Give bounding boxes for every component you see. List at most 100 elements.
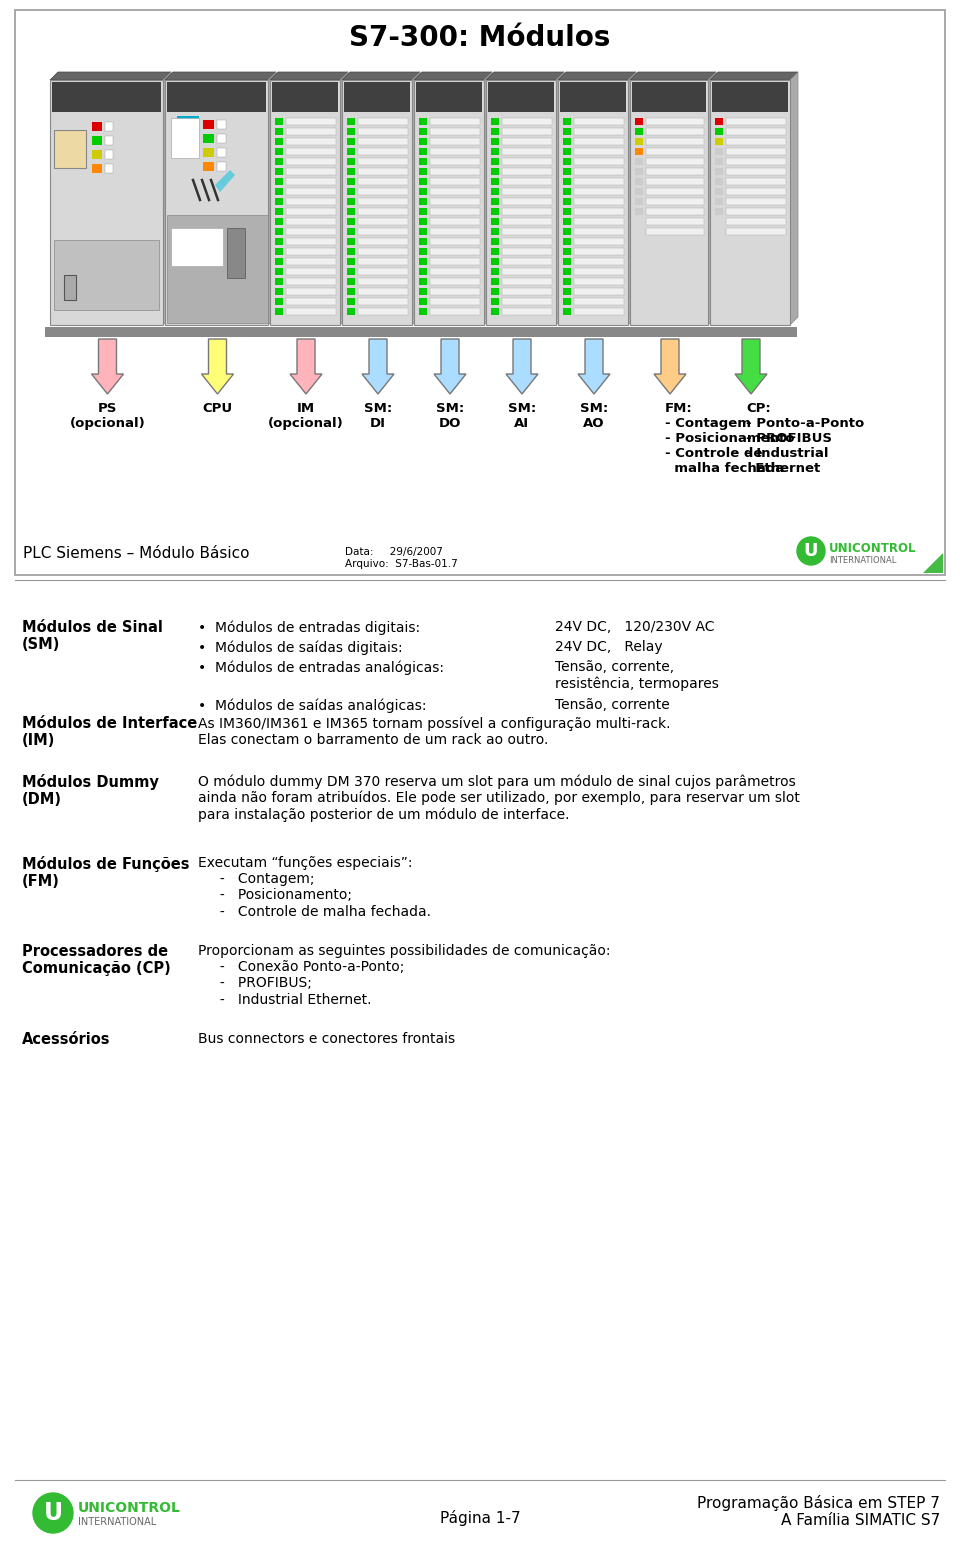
Bar <box>715 188 723 195</box>
FancyArrow shape <box>654 339 686 394</box>
Bar <box>491 308 499 315</box>
Bar <box>646 177 704 185</box>
Bar <box>430 308 480 315</box>
Bar <box>491 157 499 165</box>
Bar <box>358 148 408 156</box>
Bar <box>419 198 427 206</box>
Text: 24V DC,   Relay: 24V DC, Relay <box>555 640 662 654</box>
Text: •  Módulos de saídas digitais:: • Módulos de saídas digitais: <box>198 640 402 654</box>
Bar <box>563 168 571 174</box>
Bar <box>491 248 499 255</box>
Bar <box>347 157 355 165</box>
Bar <box>286 238 336 244</box>
Bar <box>419 177 427 185</box>
Bar <box>502 118 552 125</box>
Bar <box>270 79 340 325</box>
Bar <box>558 79 628 325</box>
Text: Executam “funções especiais”:
     -   Contagem;
     -   Posicionamento;
     -: Executam “funções especiais”: - Contagem… <box>198 856 431 919</box>
Bar <box>715 168 723 174</box>
Bar <box>430 268 480 276</box>
Bar <box>347 279 355 285</box>
Text: Tensão, corrente: Tensão, corrente <box>555 698 670 712</box>
Bar <box>286 308 336 315</box>
Bar <box>167 215 268 322</box>
Bar <box>358 248 408 255</box>
Bar <box>563 268 571 276</box>
Bar <box>344 83 410 112</box>
Bar <box>726 139 786 145</box>
Bar <box>635 188 643 195</box>
Bar <box>15 9 945 575</box>
Text: Módulos Dummy
(DM): Módulos Dummy (DM) <box>22 774 158 808</box>
Text: CP:
- Ponto-a-Ponto
- PROFIBUS
- Industrial
  Ethernet: CP: - Ponto-a-Ponto - PROFIBUS - Industr… <box>746 402 864 475</box>
Bar <box>419 157 427 165</box>
Text: •  Módulos de entradas digitais:: • Módulos de entradas digitais: <box>198 620 420 635</box>
Bar <box>92 163 102 173</box>
Bar <box>286 168 336 174</box>
Bar <box>275 279 283 285</box>
Bar <box>726 198 786 206</box>
Bar <box>726 128 786 135</box>
Bar <box>419 128 427 135</box>
Text: Página 1-7: Página 1-7 <box>440 1510 520 1526</box>
Bar <box>574 308 624 315</box>
Bar <box>502 297 552 305</box>
Bar <box>502 188 552 195</box>
Text: PLC Siemens – Módulo Básico: PLC Siemens – Módulo Básico <box>23 545 250 561</box>
Bar <box>430 177 480 185</box>
Text: SM:
DO: SM: DO <box>436 402 464 430</box>
Bar <box>502 227 552 235</box>
Bar <box>491 118 499 125</box>
Bar <box>726 118 786 125</box>
Bar <box>502 157 552 165</box>
Bar <box>491 168 499 174</box>
Text: O módulo dummy DM 370 reserva um slot para um módulo de sinal cujos parâmetros
a: O módulo dummy DM 370 reserva um slot pa… <box>198 774 800 822</box>
Bar <box>430 279 480 285</box>
Bar <box>563 279 571 285</box>
Bar <box>488 83 554 112</box>
Bar <box>286 258 336 265</box>
Polygon shape <box>50 72 171 79</box>
Bar <box>491 238 499 244</box>
Bar <box>632 83 706 112</box>
Bar <box>491 177 499 185</box>
Bar <box>491 218 499 226</box>
Bar <box>430 227 480 235</box>
Bar <box>430 168 480 174</box>
Bar <box>574 139 624 145</box>
Polygon shape <box>556 72 564 325</box>
Text: IM
(opcional): IM (opcional) <box>268 402 344 430</box>
Bar <box>275 258 283 265</box>
Bar <box>635 128 643 135</box>
Bar <box>491 188 499 195</box>
Bar <box>646 168 704 174</box>
Bar <box>358 168 408 174</box>
Bar <box>416 83 482 112</box>
Bar <box>635 177 643 185</box>
Bar <box>574 248 624 255</box>
Polygon shape <box>414 72 492 79</box>
Bar <box>275 227 283 235</box>
Bar <box>574 209 624 215</box>
Text: SM:
AO: SM: AO <box>580 402 608 430</box>
Bar <box>54 129 86 168</box>
Bar <box>275 168 283 174</box>
Bar <box>358 268 408 276</box>
Polygon shape <box>215 170 235 192</box>
Text: Módulos de Interface
(IM): Módulos de Interface (IM) <box>22 716 197 749</box>
Polygon shape <box>486 72 564 79</box>
Bar <box>563 128 571 135</box>
Bar <box>715 157 723 165</box>
Bar <box>646 118 704 125</box>
Bar <box>563 198 571 206</box>
Bar <box>646 157 704 165</box>
Bar <box>419 288 427 294</box>
Bar <box>430 297 480 305</box>
Bar <box>574 288 624 294</box>
Text: Acessórios: Acessórios <box>22 1032 110 1046</box>
Bar <box>286 128 336 135</box>
Bar <box>275 118 283 125</box>
Bar <box>491 148 499 156</box>
Bar <box>347 118 355 125</box>
Bar <box>286 279 336 285</box>
